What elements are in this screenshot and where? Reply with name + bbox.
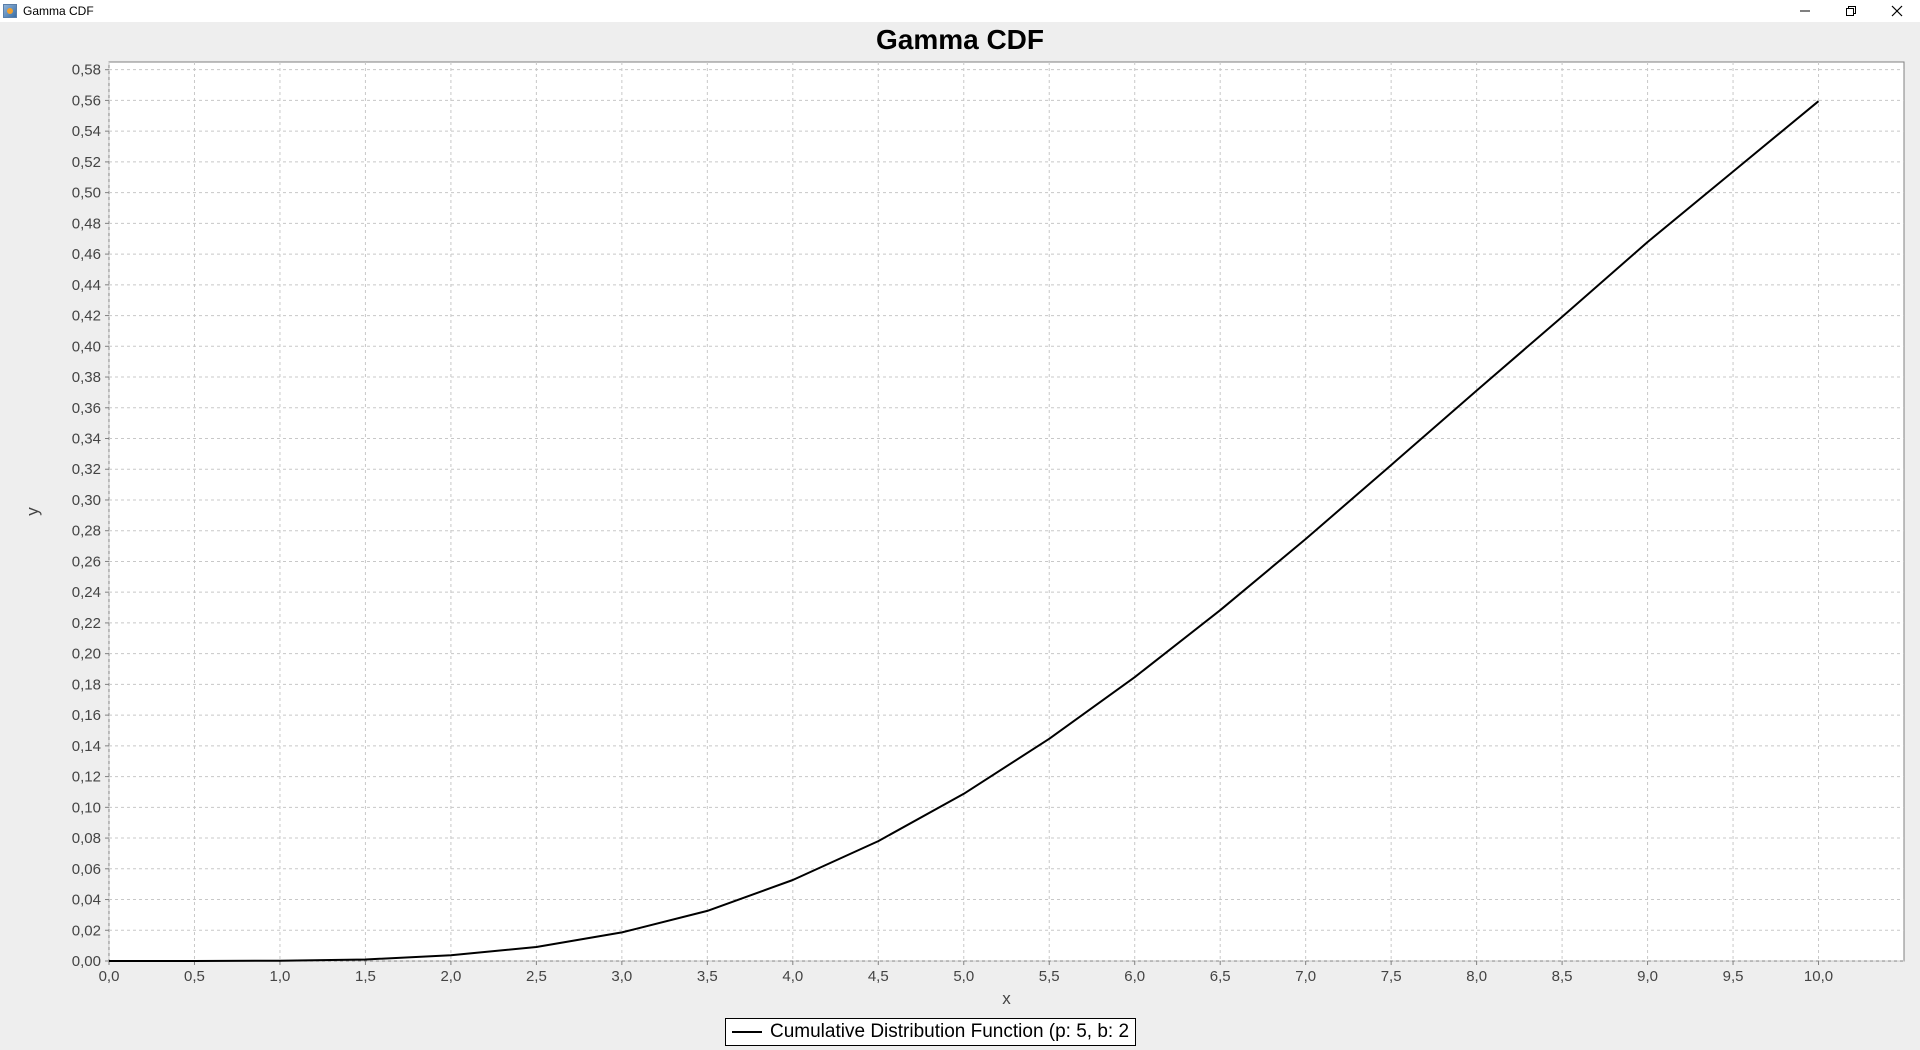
axes: 0,0 0,5 1,0 1,5 2,0 2,5 3,0 3,5 4,0 4,5 5,0 5,5 6,0 6… (72, 62, 1833, 985)
x-tick-label: 10,0 (1804, 968, 1833, 985)
x-tick-label: 1,0 (270, 968, 291, 985)
y-tick-label: 0,18 (72, 676, 101, 693)
y-tick-label: 0,54 (72, 123, 101, 140)
x-axis-label: x (1002, 989, 1011, 1008)
minimize-icon (1800, 10, 1810, 12)
y-tick-label: 0,08 (72, 830, 101, 847)
y-axis-label: y (23, 507, 42, 516)
y-tick-label: 0,44 (72, 277, 101, 294)
x-tick-label: 8,5 (1552, 968, 1573, 985)
y-tick-label: 0,58 (72, 62, 101, 79)
legend-label: Cumulative Distribution Function (p: 5, … (770, 1021, 1130, 1042)
y-tick-label: 0,06 (72, 861, 101, 878)
window-titlebar: Gamma CDF (0, 0, 1920, 22)
window-controls (1782, 0, 1920, 22)
chart: Gamma CDF 0,0 0,5 1,0 1,5 2,0 2,5 3,0 3,5 4,0 4,5… (23, 24, 1905, 1008)
minimize-button[interactable] (1782, 0, 1828, 22)
x-tick-label: 9,0 (1637, 968, 1658, 985)
y-tick-label: 0,42 (72, 308, 101, 325)
y-tick-label: 0,14 (72, 738, 101, 755)
x-tick-label: 6,0 (1124, 968, 1145, 985)
grid (108, 62, 1904, 962)
x-tick-label: 7,0 (1295, 968, 1316, 985)
y-tick-label: 0,12 (72, 769, 101, 786)
y-tick-label: 0,04 (72, 892, 101, 909)
plot-area (108, 61, 1905, 962)
series-line-cdf (109, 100, 1820, 962)
x-tick-label: 9,5 (1723, 968, 1744, 985)
x-tick-label: 5,5 (1039, 968, 1060, 985)
series-group (109, 100, 1820, 962)
y-tick-label: 0,50 (72, 185, 101, 202)
window-title: Gamma CDF (23, 4, 94, 18)
restore-icon (1846, 6, 1856, 16)
y-tick-label: 0,28 (72, 523, 101, 540)
y-tick-label: 0,26 (72, 553, 101, 570)
y-tick-label: 0,30 (72, 492, 101, 509)
x-tick-label: 0,0 (99, 968, 120, 985)
y-tick-label: 0,22 (72, 615, 101, 632)
close-icon (1891, 5, 1903, 17)
x-tick-label: 6,5 (1210, 968, 1231, 985)
chart-title: Gamma CDF (876, 24, 1044, 55)
x-tick-label: 1,5 (355, 968, 376, 985)
x-tick-label: 2,5 (526, 968, 547, 985)
y-tick-label: 0,16 (72, 707, 101, 724)
y-tick-label: 0,02 (72, 922, 101, 939)
y-tick-label: 0,32 (72, 461, 101, 478)
y-tick-label: 0,24 (72, 584, 101, 601)
y-tick-label: 0,20 (72, 646, 101, 663)
x-tick-label: 3,0 (611, 968, 632, 985)
y-tick-label: 0,00 (72, 953, 101, 970)
java-app-icon (3, 4, 17, 18)
y-tick-label: 0,52 (72, 154, 101, 171)
x-tick-label: 0,5 (184, 968, 205, 985)
x-tick-label: 4,0 (782, 968, 803, 985)
x-tick-label: 7,5 (1381, 968, 1402, 985)
legend-line-swatch (732, 1031, 762, 1033)
restore-button[interactable] (1828, 0, 1874, 22)
y-tick-label: 0,10 (72, 799, 101, 816)
x-tick-label: 5,0 (953, 968, 974, 985)
x-tick-label: 4,5 (868, 968, 889, 985)
legend: Cumulative Distribution Function (p: 5, … (725, 1018, 1137, 1046)
x-tick-label: 2,0 (440, 968, 461, 985)
y-tick-label: 0,38 (72, 369, 101, 386)
y-tick-label: 0,40 (72, 338, 101, 355)
y-tick-label: 0,36 (72, 400, 101, 417)
y-tick-label: 0,48 (72, 215, 101, 232)
close-button[interactable] (1874, 0, 1920, 22)
y-tick-label: 0,56 (72, 92, 101, 109)
y-tick-label: 0,34 (72, 431, 101, 448)
x-tick-label: 3,5 (697, 968, 718, 985)
y-tick-label: 0,46 (72, 246, 101, 263)
x-tick-label: 8,0 (1466, 968, 1487, 985)
